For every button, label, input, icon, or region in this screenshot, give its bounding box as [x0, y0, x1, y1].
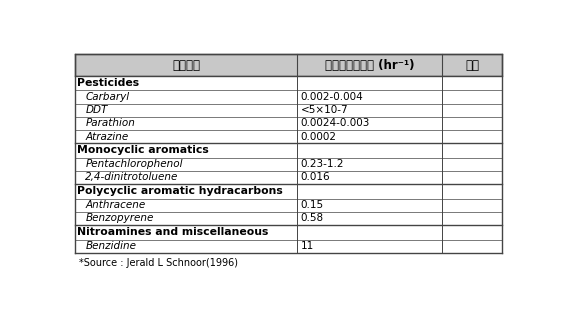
Text: <5×10-7: <5×10-7 [301, 105, 348, 115]
Bar [75, 91, 502, 104]
Bar [75, 54, 502, 76]
Text: Monocyclic aromatics: Monocyclic aromatics [77, 145, 209, 156]
Bar [75, 225, 502, 240]
Text: 0.23-1.2: 0.23-1.2 [301, 159, 344, 169]
Text: 0.15: 0.15 [301, 200, 324, 210]
Text: 화학물질: 화학물질 [172, 59, 200, 72]
Text: DDT: DDT [86, 105, 108, 115]
Bar [75, 171, 502, 184]
Text: Benzidine: Benzidine [86, 241, 136, 251]
Bar [75, 130, 502, 143]
Text: 2,4-dinitrotoluene: 2,4-dinitrotoluene [86, 172, 179, 182]
Bar [75, 240, 502, 253]
Text: Pesticides: Pesticides [77, 78, 139, 88]
Text: Benzopyrene: Benzopyrene [86, 213, 154, 223]
Bar [75, 199, 502, 212]
Text: 0.002-0.004: 0.002-0.004 [301, 92, 363, 102]
Bar [75, 158, 502, 171]
Bar [75, 212, 502, 225]
Text: Carbaryl: Carbaryl [86, 92, 129, 102]
Text: 0.0024-0.003: 0.0024-0.003 [301, 118, 370, 128]
Text: 11: 11 [301, 241, 314, 251]
Text: 광분해반응상수 (hr⁻¹): 광분해반응상수 (hr⁻¹) [325, 59, 414, 72]
Text: Anthracene: Anthracene [86, 200, 146, 210]
Text: Nitroamines and miscellaneous: Nitroamines and miscellaneous [77, 227, 269, 237]
Text: 비고: 비고 [466, 59, 480, 72]
Text: Pentachlorophenol: Pentachlorophenol [86, 159, 183, 169]
Bar [75, 184, 502, 199]
Text: 0.016: 0.016 [301, 172, 330, 182]
Bar [75, 76, 502, 91]
Text: 0.0002: 0.0002 [301, 132, 337, 141]
Text: Polycyclic aromatic hydracarbons: Polycyclic aromatic hydracarbons [77, 186, 283, 196]
Bar [75, 117, 502, 130]
Text: Parathion: Parathion [86, 118, 135, 128]
Bar [75, 104, 502, 117]
Text: Atrazine: Atrazine [86, 132, 129, 141]
Bar [75, 143, 502, 158]
Text: 0.58: 0.58 [301, 213, 324, 223]
Text: *Source : Jerald L Schnoor(1996): *Source : Jerald L Schnoor(1996) [79, 258, 238, 268]
